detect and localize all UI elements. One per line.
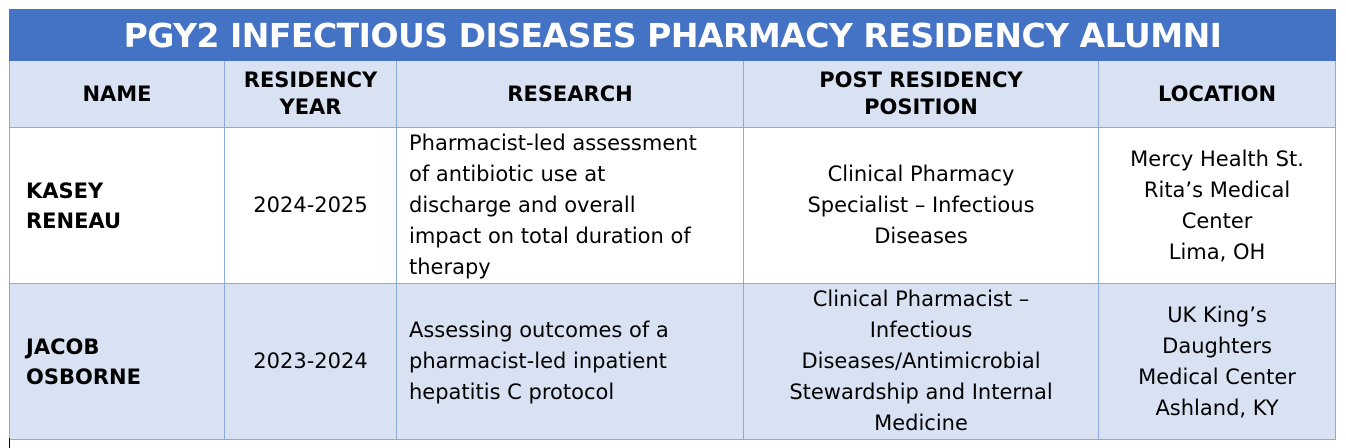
position-line: Clinical Pharmacist – [812, 287, 1030, 311]
location-line: Rita’s Medical [1143, 177, 1291, 202]
header-research: RESEARCH [396, 60, 744, 128]
position-line: Diseases/Antimicrobial [801, 349, 1041, 373]
post-residency-position: Clinical Pharmacist – Infectious Disease… [743, 283, 1099, 440]
research-line: Pharmacist-led assessment [409, 131, 697, 155]
location-line: Medical Center [1138, 364, 1296, 389]
header-row: NAME RESIDENCY YEAR RESEARCH POST RESIDE… [9, 60, 1337, 128]
research-line: Assessing outcomes of a [409, 318, 669, 342]
header-residency-year-line: RESIDENCY [243, 68, 378, 92]
location-line: UK King’s [1167, 302, 1267, 327]
research: Assessing outcomes of a pharmacist-led i… [396, 283, 744, 440]
location: UK King’s Daughters Medical Center Ashla… [1097, 283, 1337, 440]
research-line: impact on total duration of [409, 224, 691, 248]
location-line: Lima, OH [1168, 239, 1266, 264]
name-line: KASEY [26, 178, 104, 203]
header-location: LOCATION [1097, 60, 1337, 128]
position-line: Stewardship and Internal [789, 380, 1053, 404]
location-line: Mercy Health St. [1130, 146, 1304, 171]
header-name: NAME [9, 60, 225, 128]
table-title: PGY2 INFECTIOUS DISEASES PHARMACY RESIDE… [8, 9, 1337, 61]
location-line: Center [1181, 208, 1253, 233]
position-line: Diseases [874, 224, 968, 248]
location: Mercy Health St. Rita’s Medical Center L… [1097, 127, 1337, 284]
research-line: discharge and overall [409, 193, 636, 217]
research-line: pharmacist-led inpatient [409, 349, 667, 373]
header-position-line: POST RESIDENCY [819, 68, 1023, 92]
header-position-line: POSITION [864, 95, 978, 119]
name-line: OSBORNE [26, 364, 141, 389]
alumni-table: PGY2 INFECTIOUS DISEASES PHARMACY RESIDE… [8, 9, 1337, 440]
text-cursor [9, 438, 10, 448]
residency-year: 2023-2024 [224, 283, 397, 440]
name-line: JACOB [26, 334, 100, 359]
residency-year: 2024-2025 [224, 127, 397, 284]
position-line: Infectious [869, 318, 973, 342]
position-line: Clinical Pharmacy [827, 162, 1015, 186]
location-line: Ashland, KY [1155, 395, 1279, 420]
header-post-residency-position: POST RESIDENCY POSITION [743, 60, 1099, 128]
header-residency-year-line: YEAR [279, 95, 342, 119]
alumni-table-container: PGY2 INFECTIOUS DISEASES PHARMACY RESIDE… [8, 9, 1337, 440]
header-residency-year: RESIDENCY YEAR [224, 60, 397, 128]
table-row: JACOB OSBORNE 2023-2024 Assessing outcom… [9, 283, 1337, 440]
position-line: Specialist – Infectious [807, 193, 1035, 217]
research-line: therapy [409, 255, 491, 279]
name-line: RENEAU [26, 208, 122, 233]
table-row: KASEY RENEAU 2024-2025 Pharmacist-led as… [9, 127, 1337, 284]
alumni-name: JACOB OSBORNE [9, 283, 225, 440]
title-row: PGY2 INFECTIOUS DISEASES PHARMACY RESIDE… [8, 9, 1337, 61]
research: Pharmacist-led assessment of antibiotic … [396, 127, 744, 284]
position-line: Medicine [874, 411, 968, 435]
post-residency-position: Clinical Pharmacy Specialist – Infectiou… [743, 127, 1099, 284]
alumni-name: KASEY RENEAU [9, 127, 225, 284]
research-line: hepatitis C protocol [409, 380, 615, 404]
research-line: of antibiotic use at [409, 162, 606, 186]
location-line: Daughters [1162, 333, 1272, 358]
